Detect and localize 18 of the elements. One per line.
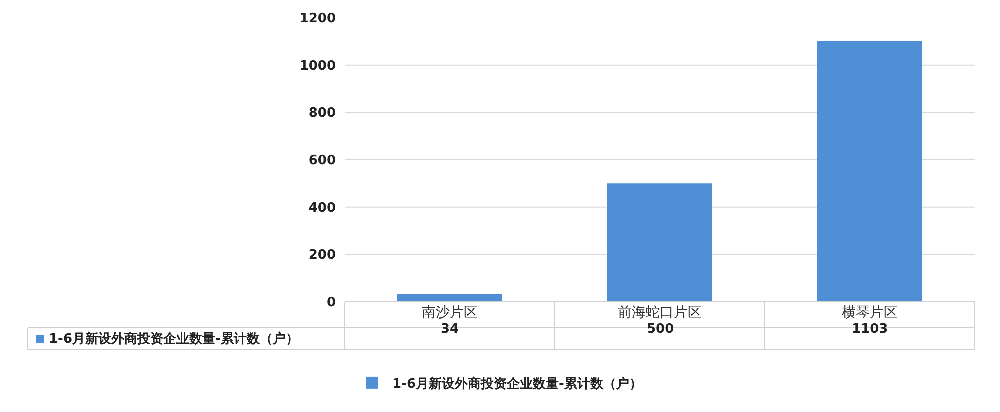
data-label: 34	[441, 322, 460, 337]
bar	[608, 184, 712, 302]
y-tick-label: 1200	[300, 12, 336, 27]
bar	[398, 294, 502, 302]
legend-label: 1-6月新设外商投资企业数量-累计数（户）	[392, 376, 642, 392]
data-label: 1103	[852, 322, 888, 337]
x-tick-label: 前海蛇口片区	[618, 305, 702, 321]
y-tick-label: 1000	[300, 58, 336, 74]
y-tick-label: 0	[326, 296, 336, 311]
y-tick-label: 600	[308, 154, 336, 169]
y-tick-label: 400	[308, 200, 336, 216]
x-tick-label: 横琴片区	[842, 305, 898, 321]
y-tick-label: 800	[308, 106, 336, 122]
x-tick-label: 南沙片区	[422, 305, 478, 321]
text: 1-6月新设外商投资企业数量-累计数（户）	[49, 332, 299, 347]
bar	[818, 40, 922, 302]
y-tick-label: 200	[308, 248, 336, 264]
data-label: 500	[647, 322, 674, 337]
